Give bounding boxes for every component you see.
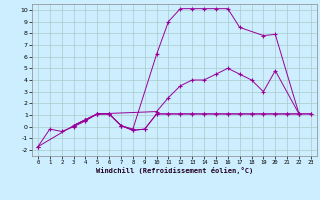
X-axis label: Windchill (Refroidissement éolien,°C): Windchill (Refroidissement éolien,°C): [96, 167, 253, 174]
